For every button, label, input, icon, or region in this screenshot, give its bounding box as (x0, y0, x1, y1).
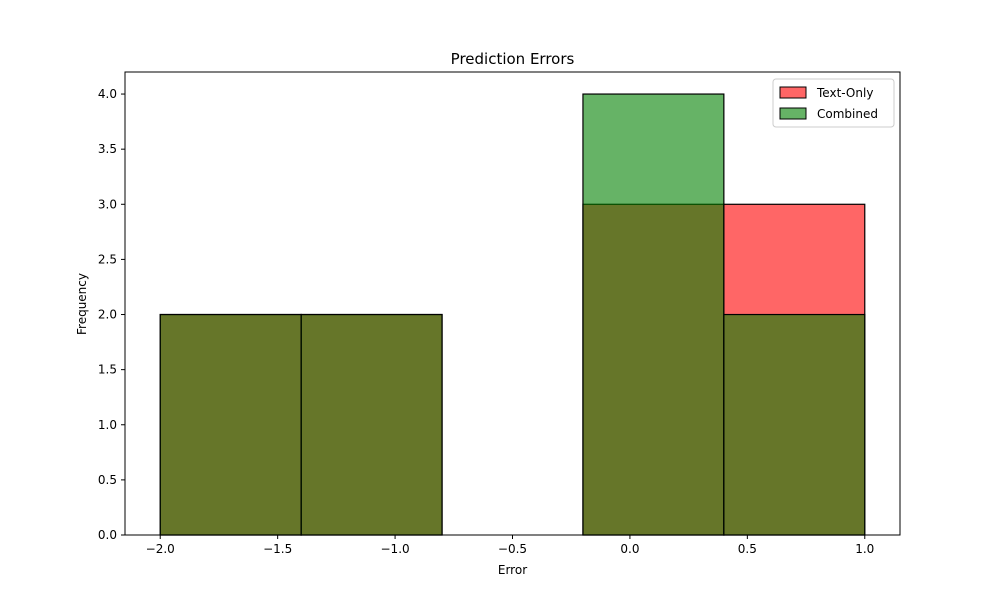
x-tick-label: 0.5 (738, 542, 757, 556)
legend-swatch-text-only (779, 86, 807, 99)
y-tick-label: 4.0 (98, 87, 117, 101)
y-tick-label: 3.0 (98, 197, 117, 211)
x-tick-label: 0.0 (620, 542, 639, 556)
bar-combined-5 (723, 313, 866, 536)
y-tick-label: 0.5 (98, 473, 117, 487)
x-axis-label: Error (498, 563, 527, 577)
x-tick-label: −0.5 (498, 542, 527, 556)
axes-layer: −2.0 −1.5 −1.0 −0.5 0.0 0.5 1.0 0.0 0.5 1.0 1.5 2.0… (98, 71, 901, 556)
chart-title: Prediction Errors (451, 50, 575, 68)
x-tick-label: −1.0 (381, 542, 410, 556)
legend-label-text-only: Text-Only (816, 86, 873, 100)
bars-layer (159, 93, 866, 536)
y-tick-label: 2.0 (98, 308, 117, 322)
bar-combined-4 (582, 93, 725, 536)
x-tick-label: −1.5 (263, 542, 292, 556)
bar-combined-2 (300, 313, 443, 536)
x-tick-label: 1.0 (855, 542, 874, 556)
y-tick-label: 0.0 (98, 528, 117, 542)
x-tick-label: −2.0 (146, 542, 175, 556)
bar-combined-1 (159, 313, 302, 536)
legend: Text-Only Combined (772, 78, 895, 128)
y-tick-label: 1.0 (98, 418, 117, 432)
y-tick-label: 1.5 (98, 363, 117, 377)
y-tick-label: 3.5 (98, 142, 117, 156)
legend-swatch-combined (779, 107, 807, 120)
legend-label-combined: Combined (817, 107, 878, 121)
y-tick-label: 2.5 (98, 252, 117, 266)
y-axis-label: Frequency (75, 273, 89, 335)
